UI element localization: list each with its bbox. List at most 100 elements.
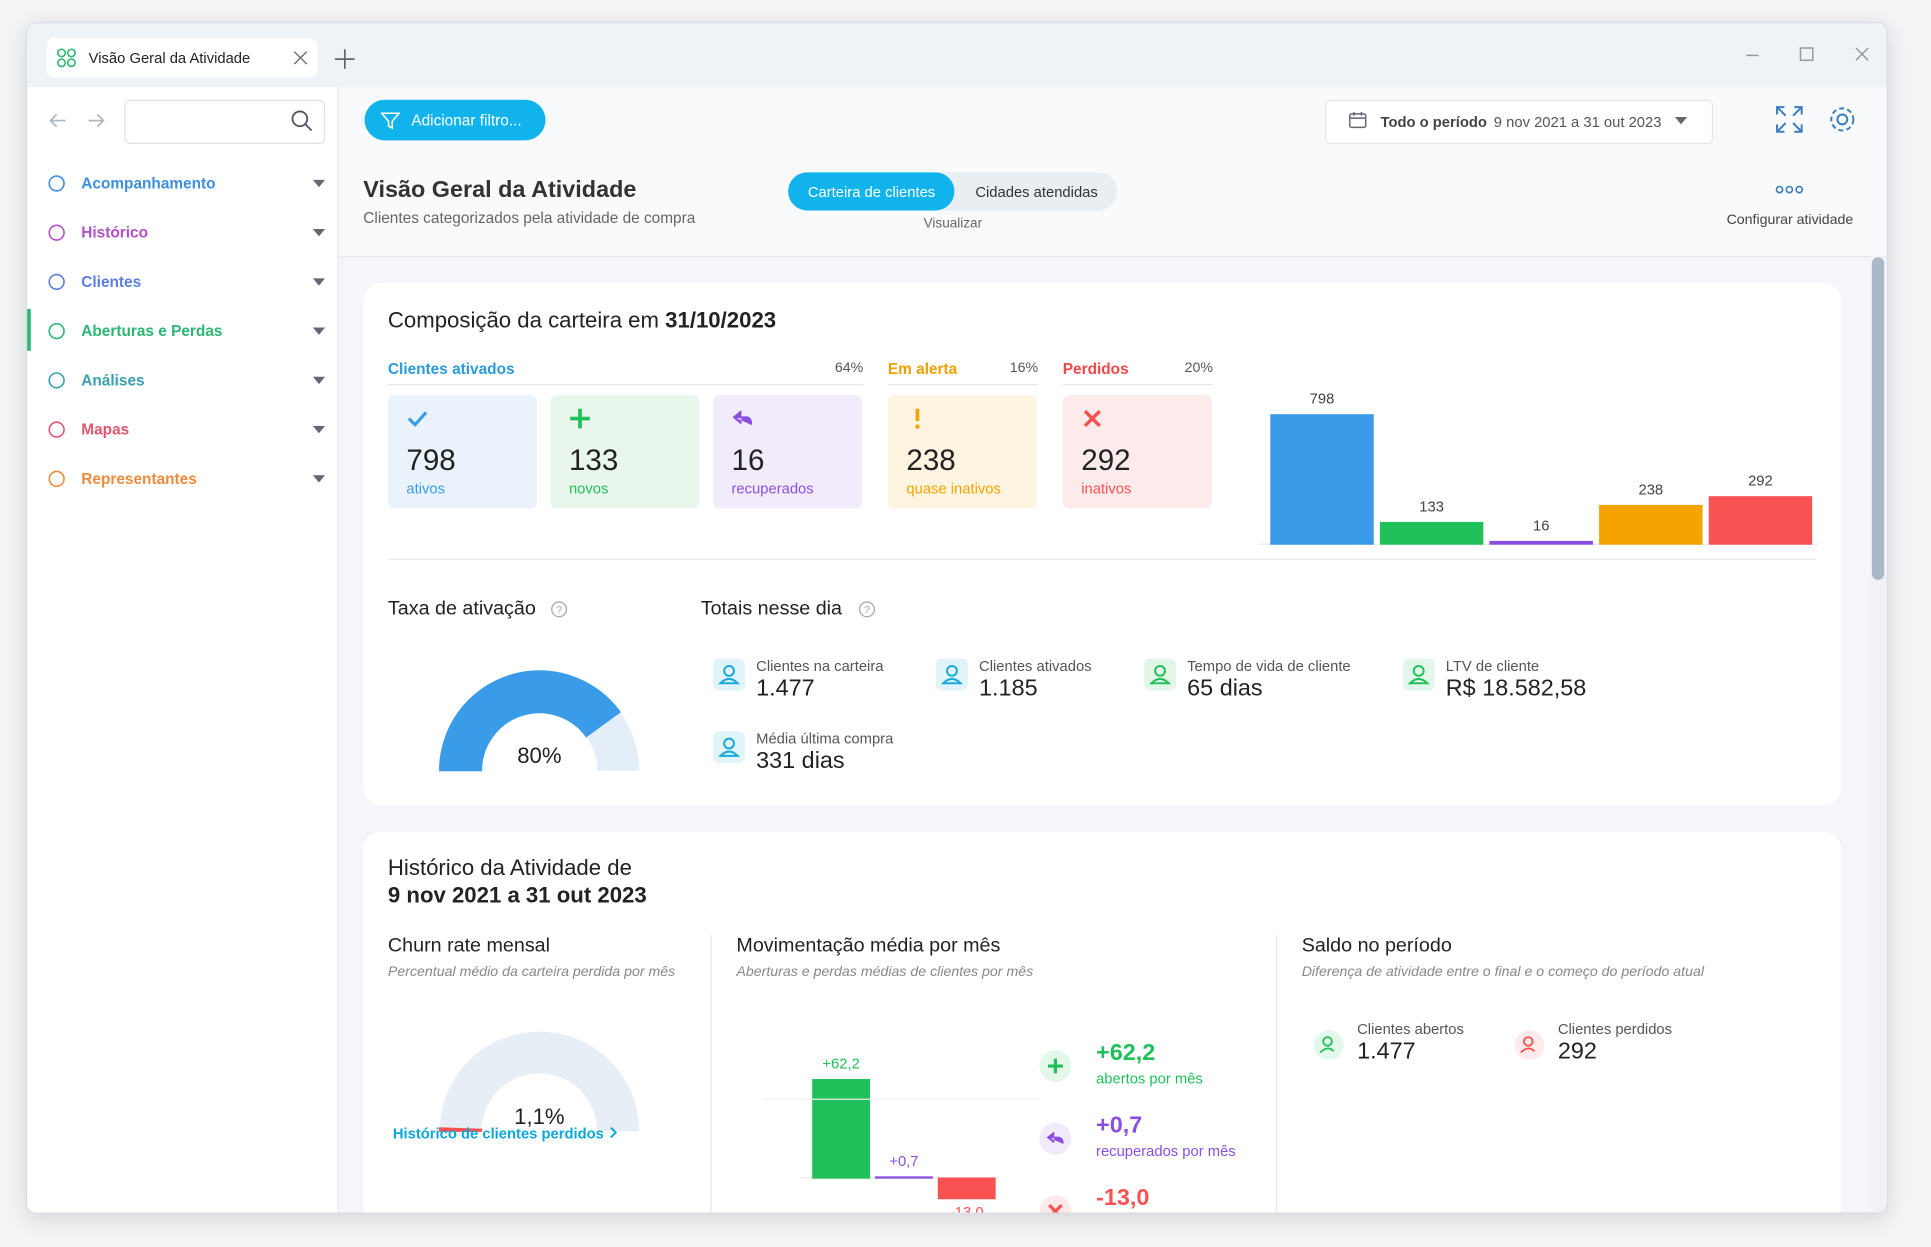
toggle-active[interactable]: [788, 172, 955, 211]
group-share: 20%: [1184, 360, 1214, 376]
group-share: 64%: [834, 360, 864, 376]
new-tab[interactable]: [334, 48, 356, 70]
movement-value: -13,0: [1096, 1185, 1150, 1212]
period-range: 9 nov 2021 a 31 out 2023: [1493, 113, 1662, 131]
more-icon[interactable]: [1775, 185, 1805, 195]
toggle-caption: Visualizar: [923, 216, 983, 232]
help-icon[interactable]: ?: [550, 601, 568, 618]
movement-chart: +62,2 +0,7 -13,0: [763, 1057, 1040, 1214]
scrollbar-thumb[interactable]: [1871, 257, 1885, 580]
nav-item[interactable]: Representantes: [81, 470, 197, 488]
churn-gauge: 1,1%: [439, 1031, 640, 1132]
nav-icon: [48, 372, 65, 389]
tile-value: 16: [731, 444, 765, 478]
bar-value-label: +0,7: [889, 1154, 918, 1170]
bar: [1379, 521, 1484, 545]
bar: [937, 1177, 996, 1200]
bar: [1708, 496, 1813, 545]
churn-subtitle: Percentual médio da carteira perdida por…: [387, 965, 676, 980]
tile: [550, 395, 700, 509]
balance-label: Clientes perdidos: [1557, 1020, 1673, 1038]
tab-title: Visão Geral da Atividade: [88, 49, 251, 67]
bar-value-label: -13,0: [950, 1205, 984, 1214]
total-icon: [713, 658, 746, 691]
tile-icon: [1083, 409, 1101, 428]
history-period: 9 nov 2021 a 31 out 2023: [387, 882, 647, 908]
tile: [887, 395, 1037, 509]
bar-value-label: 798: [1310, 392, 1335, 408]
bar: [1489, 540, 1593, 545]
search-icon[interactable]: [291, 110, 313, 132]
bar-value-label: 16: [1533, 518, 1549, 534]
nav-icon: [48, 273, 65, 291]
group-rule: [387, 384, 864, 386]
balance-value: 292: [1557, 1038, 1597, 1065]
nav-item[interactable]: Histórico: [81, 224, 149, 242]
total-label: Média última compra: [756, 729, 894, 748]
nav-icon: [48, 421, 65, 438]
group-name: Clientes ativados: [387, 360, 515, 378]
search-input[interactable]: [124, 99, 326, 145]
group-share: 16%: [1009, 360, 1039, 376]
movement-desc: abertos por mês: [1096, 1069, 1203, 1087]
nav-item[interactable]: Análises: [81, 371, 145, 389]
tile-label: recuperados: [731, 480, 814, 498]
nav-item[interactable]: Mapas: [81, 421, 130, 439]
total-label: Clientes na carteira: [756, 657, 884, 675]
tab-close[interactable]: [293, 50, 308, 65]
movement-value: +0,7: [1096, 1112, 1143, 1139]
tile-value: 133: [568, 444, 619, 478]
page-title: Visão Geral da Atividade: [363, 177, 637, 204]
nav-item[interactable]: Aberturas e Perdas: [81, 322, 223, 340]
nav-caret: [312, 179, 326, 188]
help-icon[interactable]: ?: [858, 601, 876, 618]
link-chevron: [609, 1126, 617, 1139]
divider: [1275, 934, 1278, 1213]
group-name: Perdidos: [1062, 360, 1129, 378]
period-caret: [1674, 116, 1688, 125]
activation-gauge: 80%: [439, 670, 640, 772]
composition-title: Composição da carteira em 31/10/2023: [388, 308, 776, 334]
window-controls[interactable]: [1744, 46, 1879, 66]
tile-value: 238: [906, 444, 956, 478]
settings-label[interactable]: Configurar atividade: [1726, 212, 1854, 228]
toggle-option[interactable]: Carteira de clientes: [807, 183, 936, 201]
gauge-label: 80%: [517, 743, 561, 768]
balance-subtitle: Diferença de atividade entre o final e o…: [1301, 965, 1705, 980]
tile-label: ativos: [406, 480, 446, 498]
gauge-track: [439, 1031, 640, 1132]
tile: [387, 395, 537, 509]
tab-icon: [57, 48, 76, 68]
history-arrows[interactable]: [49, 112, 111, 129]
movement-icon: [1039, 1050, 1072, 1083]
period-picker[interactable]: [1325, 99, 1714, 145]
filter-label: Adicionar filtro...: [411, 112, 522, 130]
total-value: 65 dias: [1187, 675, 1263, 702]
divider: [387, 558, 1817, 561]
tab[interactable]: [46, 38, 318, 78]
nav-item[interactable]: Acompanhamento: [81, 174, 216, 193]
calendar-icon: [1348, 112, 1367, 129]
churn-link[interactable]: Histórico de clientes perdidos: [393, 1125, 618, 1142]
settings-icon[interactable]: [1828, 105, 1858, 135]
tile-value: 292: [1081, 444, 1131, 478]
tile-value: 798: [406, 444, 456, 478]
nav-item[interactable]: Clientes: [81, 273, 142, 291]
total-label: Tempo de vida de cliente: [1187, 657, 1351, 675]
svg-text:?: ?: [864, 605, 870, 617]
movement-title: Movimentação média por mês: [736, 935, 1001, 957]
group-rule: [1062, 384, 1214, 386]
tile-label: inativos: [1081, 480, 1132, 498]
window: Visão Geral da Atividade Adicionar filtr…: [25, 22, 1888, 1214]
bar-value-label: 238: [1639, 482, 1664, 498]
tile-icon: [407, 411, 428, 428]
fullscreen-icon[interactable]: [1776, 106, 1803, 133]
movement-icon: [1039, 1195, 1072, 1213]
link-text[interactable]: Histórico de clientes perdidos: [392, 1125, 604, 1143]
toggle-option[interactable]: Cidades atendidas: [975, 183, 1098, 201]
history-title: Histórico da Atividade de: [387, 855, 632, 881]
tab-bar: [27, 23, 1887, 88]
filter-button[interactable]: [364, 99, 546, 141]
sidebar: [27, 87, 339, 1213]
total-icon: [713, 731, 746, 764]
